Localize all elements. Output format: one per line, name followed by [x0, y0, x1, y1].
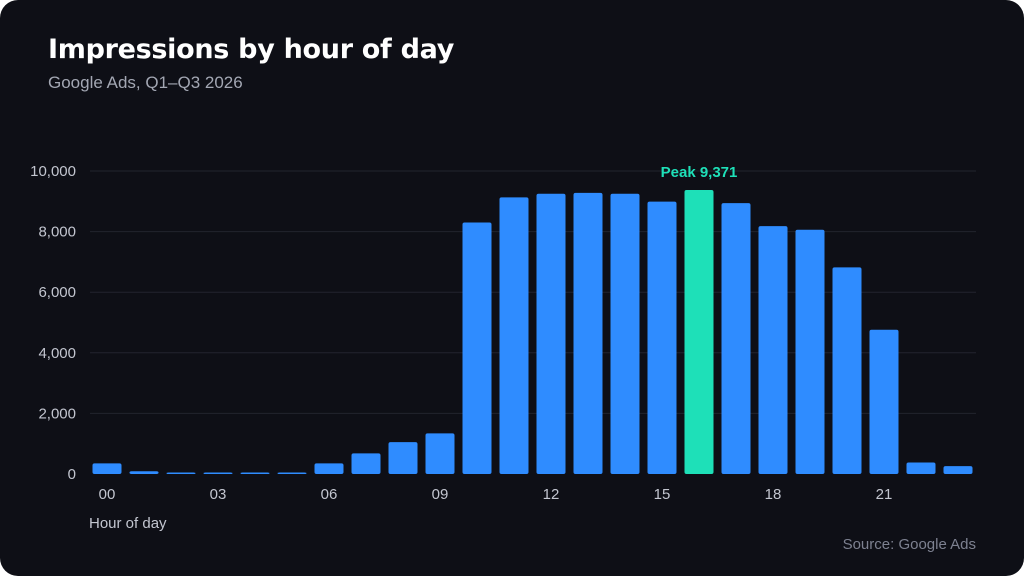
bar-peak [684, 190, 714, 474]
x-tick-label: 00 [99, 486, 116, 503]
x-tick-label: 21 [876, 486, 893, 503]
y-tick-label: 4,000 [38, 345, 76, 362]
bars [92, 190, 973, 475]
y-tick-label: 8,000 [38, 224, 76, 241]
y-tick-label: 0 [68, 466, 76, 483]
chart-title: Impressions by hour of day [48, 34, 455, 65]
x-tick-label: 12 [543, 486, 560, 503]
y-tick-label: 2,000 [38, 405, 76, 422]
bar [351, 453, 381, 474]
bar [647, 201, 677, 474]
annotations: Peak 9,371 [661, 164, 738, 181]
bar [573, 192, 603, 475]
bar [240, 472, 270, 474]
gridlines [90, 170, 976, 414]
bar [92, 463, 122, 474]
bar [943, 466, 973, 474]
x-tick-label: 03 [210, 486, 227, 503]
bar [166, 472, 196, 474]
y-tick-label: 6,000 [38, 284, 76, 301]
bar [129, 471, 159, 474]
x-axis-title: Hour of day [89, 515, 167, 532]
bar [388, 442, 418, 474]
x-tick-label: 15 [654, 486, 671, 503]
bar [314, 463, 344, 474]
bar [721, 203, 751, 475]
bar [425, 433, 455, 474]
bar [203, 472, 233, 474]
bar [462, 222, 492, 474]
x-tick-label: 18 [765, 486, 782, 503]
peak-annotation: Peak 9,371 [661, 164, 738, 181]
x-tick-label: 09 [432, 486, 449, 503]
bar [832, 267, 862, 474]
bar [277, 472, 307, 474]
bar [758, 226, 788, 474]
chart-subtitle: Google Ads, Q1–Q3 2026 [48, 73, 243, 92]
y-axis-ticks: 0 2,000 4,000 6,000 8,000 10,000 [30, 163, 76, 483]
bar [499, 197, 529, 474]
bar [869, 329, 899, 474]
bar [610, 193, 640, 474]
bar [906, 462, 936, 474]
x-tick-label: 06 [321, 486, 338, 503]
y-tick-label: 10,000 [30, 163, 76, 180]
x-axis-ticks: 00 03 06 09 12 15 18 21 [99, 486, 893, 503]
source-note: Source: Google Ads [842, 536, 976, 553]
bar [536, 193, 566, 474]
bar [795, 229, 825, 474]
